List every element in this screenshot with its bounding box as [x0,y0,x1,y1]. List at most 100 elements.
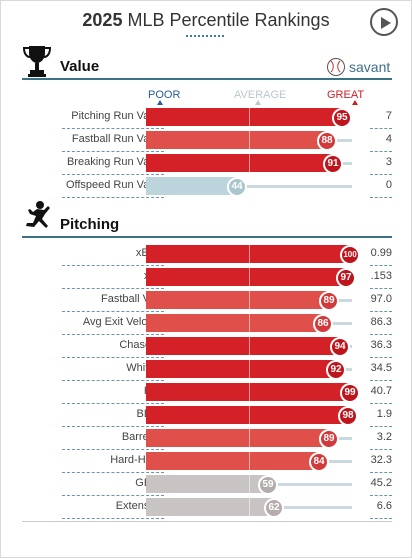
average-gridline [249,245,250,263]
play-icon [381,17,391,29]
stat-value: 3 [385,156,392,168]
percentile-bar [146,314,323,332]
average-gridline [249,337,250,355]
stat-value: 36.3 [370,339,392,351]
percentile-bar [146,429,329,447]
percentile-bar-track: 89 [146,429,352,449]
stat-value: 1.9 [376,408,392,420]
row-divider-right [370,495,392,496]
row-divider [62,426,164,427]
average-gridline [249,291,250,309]
percentile-bar-track: 89 [146,291,352,311]
row-divider-right [370,288,392,289]
percentile-bubble: 59 [258,475,278,495]
stat-value: 97.0 [370,293,392,305]
scale-poor-marker [157,100,163,105]
percentile-bar-track: 91 [146,154,352,174]
percentile-bar [146,337,340,355]
percentile-bubble: 97 [336,268,356,288]
percentile-bar-track: 88 [146,131,352,151]
percentile-bar [146,268,346,286]
percentile-bar [146,154,333,172]
average-gridline [249,452,250,470]
scale-poor-label: POOR [148,89,181,101]
row-divider-right [370,265,392,266]
percentile-remainder [348,345,352,348]
table-row: Barrel % 89 3.2 [22,427,392,450]
row-divider [62,518,164,519]
stat-value: 3.2 [376,431,392,443]
page-title: 2025 MLB Percentile Rankings [0,10,412,31]
scale-average-label: AVERAGE [234,89,287,101]
row-divider-right [370,151,392,152]
row-label: Offspeed Run Value [65,179,164,191]
percentile-bubble: 84 [309,452,329,472]
row-divider-right [370,357,392,358]
value-section-header: Value [22,44,392,78]
table-row: Avg Exit Velocity 86 86.3 [22,312,392,335]
table-row: Pitching Run Value 95 7 [22,106,392,129]
value-section-title: Value [60,58,100,75]
row-divider [62,403,164,404]
stat-value: 0.99 [370,247,392,259]
table-row: xBA97.153 [22,266,392,289]
table-row: Hard-Hit % 84 32.3 [22,450,392,473]
table-row: Chase % 94 36.3 [22,335,392,358]
percentile-remainder [245,185,352,188]
row-divider-right [370,472,392,473]
row-divider-right [370,518,392,519]
stat-value: 40.7 [370,385,392,397]
row-divider-right [370,311,392,312]
percentile-bar [146,475,268,493]
percentile-bar-track: 44 [146,177,352,197]
percentile-remainder [335,139,352,142]
percentile-bar [146,131,327,149]
percentile-bar-track: 95 [146,108,352,128]
percentile-bar-track: 84 [146,452,352,472]
percentile-bar-track: 100 [146,245,360,265]
average-gridline [249,429,250,447]
row-label: Avg Exit Velocity [82,316,164,328]
row-divider [62,265,164,266]
average-gridline [249,383,250,401]
percentile-bar [146,452,319,470]
table-row: xERA1000.99 [22,243,392,266]
row-divider [62,128,164,129]
percentile-bar [146,498,274,516]
row-divider-right [370,334,392,335]
percentile-remainder [282,506,352,509]
average-gridline [249,268,250,286]
percentile-bar-track: 97 [146,268,356,288]
stat-value: 34.5 [370,362,392,374]
percentile-bubble: 62 [264,498,284,518]
percentile-bar [146,406,348,424]
pitching-section-header: Pitching [22,200,392,234]
percentile-bar-track: 92 [146,360,352,380]
row-divider [62,311,164,312]
title-text: MLB Percentile Rankings [127,10,330,30]
percentile-bar-track: 98 [146,406,358,426]
row-divider-right [370,380,392,381]
pitching-section-divider [22,236,392,238]
row-divider-right [370,197,392,198]
percentile-bubble: 94 [330,337,350,357]
row-divider-right [370,128,392,129]
table-row: Fastball Run Value 88 4 [22,129,392,152]
stat-value: 7 [385,110,392,122]
stat-value: .153 [370,270,392,282]
table-row: Fastball Velo 89 97.0 [22,289,392,312]
average-gridline [249,360,250,378]
value-section-divider [22,78,392,80]
percentile-bar-track: 62 [146,498,352,518]
savant-logo-text: savant [349,59,391,75]
stat-value: 32.3 [370,454,392,466]
average-gridline [249,154,250,172]
percentile-bar-track: 94 [146,337,352,357]
percentile-remainder [337,437,352,440]
stat-value: 86.3 [370,316,392,328]
play-button[interactable] [370,8,398,36]
percentile-remainder [327,460,352,463]
scale-average-marker [255,100,261,105]
